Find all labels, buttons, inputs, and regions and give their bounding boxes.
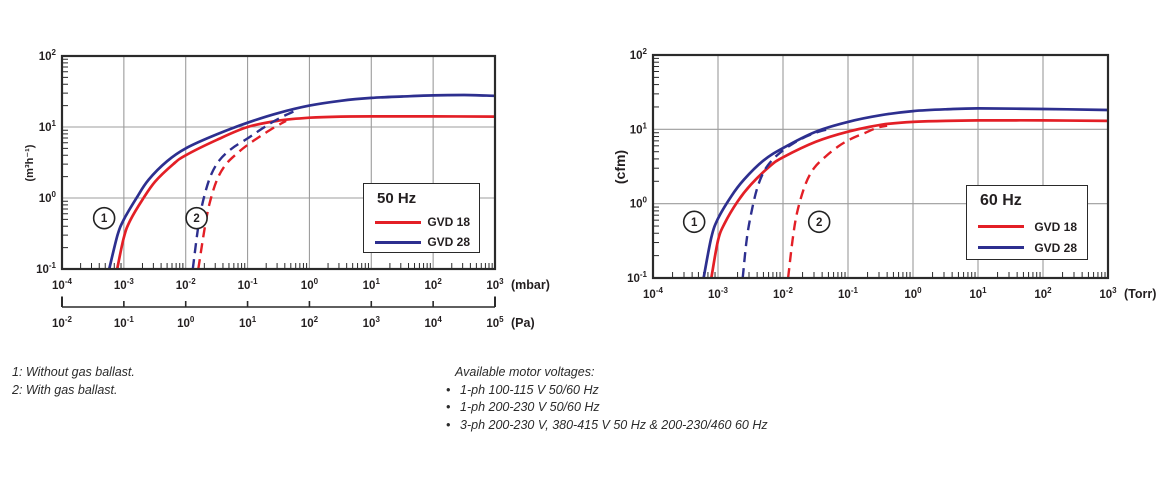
motor-voltages-note: Available motor voltages: • 1-ph 100-115…: [446, 364, 768, 434]
y-tick-label: 100: [630, 196, 648, 211]
gvd18-line-swatch: [978, 225, 1024, 228]
footnote-without-gas-ballast: 1: Without gas ballast.: [12, 365, 135, 379]
x-tick-label: 100: [301, 277, 319, 292]
x-tick-label: 10-1: [838, 286, 858, 301]
pa-tick-label: 104: [425, 315, 443, 330]
annotation-number-1: 1: [101, 213, 108, 225]
annotation-number-2: 2: [193, 213, 199, 225]
x-tick-label: 10-1: [238, 277, 258, 292]
motor-voltage-text: 3-ph 200-230 V, 380-415 V 50 Hz & 200-23…: [460, 417, 768, 432]
gvd28-line-swatch: [375, 240, 421, 244]
legend-row-gvd28: GVD 28: [375, 232, 470, 252]
pa-tick-label: 102: [301, 315, 319, 330]
legend-label-gvd28: GVD 28: [427, 235, 470, 249]
annotation-circle-1: [92, 206, 116, 230]
motor-voltage-text: 1-ph 200-230 V 50/60 Hz: [460, 400, 600, 414]
legend-row-gvd18: GVD 18: [978, 216, 1077, 237]
x-tick-label: 10-2: [176, 277, 196, 292]
x-tick-label: 10-2: [773, 286, 793, 301]
motor-voltage-item: • 1-ph 200-230 V 50/60 Hz: [446, 399, 768, 417]
motor-voltage-item: • 1-ph 100-115 V 50/60 Hz: [446, 382, 768, 400]
plot-frame: [60, 54, 497, 271]
legend-label-gvd28: GVD 28: [1034, 240, 1077, 255]
y-tick-label: 10-1: [627, 270, 647, 285]
plot-curves: [107, 93, 495, 269]
legend-50hz: 50 Hz GVD 18 GVD 28: [363, 183, 480, 253]
y-axis-title-60hz: (cfm): [612, 149, 628, 185]
plot-frame: [651, 53, 1110, 280]
legend-title: 60 Hz: [980, 192, 1022, 209]
x-tick-label: 103: [486, 277, 504, 292]
y-tick-label: 100: [39, 190, 57, 205]
bullet-icon: •: [446, 417, 451, 432]
pa-tick-label: 101: [239, 315, 257, 330]
x-tick-label: 10-4: [643, 286, 663, 301]
curve-gvd-28-with-gas-ballast: [741, 128, 827, 278]
y-tick-label: 101: [39, 119, 57, 134]
annotation-circle-1: [682, 210, 706, 234]
annotation-number-1: 1: [691, 217, 698, 229]
pa-axis-unit: (Pa): [511, 316, 535, 330]
y-tick-label: 101: [630, 121, 648, 136]
y-tick-label: 10-1: [36, 261, 56, 276]
plot-curves: [702, 107, 1108, 278]
x-tick-label: 102: [1034, 286, 1052, 301]
bullet-icon: •: [446, 382, 451, 397]
curve-gvd-18: [709, 118, 1108, 278]
x-tick-label: 101: [363, 277, 381, 292]
x-tick-label: 10-3: [708, 286, 728, 301]
gvd28-line-swatch: [978, 246, 1024, 249]
curve-gvd-18: [115, 115, 495, 269]
y-tick-label: 102: [630, 47, 648, 62]
chart-50hz: 10-4 10-3 10-2 10-1 100 101 102 103 102 101 100 10-…: [36, 48, 550, 330]
x-tick-label: 10-3: [114, 277, 134, 292]
legend-title: 50 Hz: [377, 190, 417, 207]
legend-row-gvd28: GVD 28: [978, 237, 1077, 258]
legend-row-gvd18: GVD 18: [375, 212, 470, 232]
motor-voltages-title: Available motor voltages:: [455, 365, 595, 379]
curve-gvd-18-with-gas-ballast: [786, 124, 888, 278]
footnote-with-gas-ballast: 2: With gas ballast.: [12, 382, 118, 397]
annotation-circle-2: [185, 206, 208, 230]
motor-voltage-item: • 3-ph 200-230 V, 380-415 V 50 Hz & 200-…: [446, 417, 768, 435]
legend-label-gvd18: GVD 18: [1034, 219, 1077, 234]
legend-60hz: 60 Hz GVD 18 GVD 28: [966, 185, 1088, 260]
pa-tick-label: 10-1: [114, 315, 134, 330]
x-tick-label: 100: [904, 286, 922, 301]
pa-tick-label: 103: [363, 315, 381, 330]
x-tick-label: 101: [969, 286, 987, 301]
legend-rows: GVD 18 GVD 28: [375, 212, 470, 252]
x-tick-label: 10-4: [52, 277, 72, 292]
curve-gvd-28: [107, 93, 495, 269]
x-axis-unit: (Torr): [1124, 287, 1156, 301]
y-tick-label: 102: [39, 48, 57, 63]
pa-tick-label: 100: [177, 315, 195, 330]
legend-label-gvd18: GVD 18: [427, 215, 470, 229]
y-axis-title-50hz: (m³h⁻¹): [24, 144, 36, 182]
chart-60hz: 10-4 10-3 10-2 10-1 100 101 102 103 102 101 100 10-…: [627, 47, 1156, 301]
bullet-icon: •: [446, 400, 451, 414]
gas-ballast-footnotes: 1: Without gas ballast. 2: With gas ball…: [12, 364, 135, 399]
annotation-number-2: 2: [816, 217, 822, 229]
curve-gvd-18-with-gas-ballast: [197, 119, 287, 269]
pa-tick-label: 105: [486, 315, 504, 330]
x-tick-label: 103: [1099, 286, 1117, 301]
annotation-circle-2: [807, 210, 831, 234]
motor-voltage-text: 1-ph 100-115 V 50/60 Hz: [460, 382, 599, 397]
x-axis-unit: (mbar): [511, 278, 550, 292]
pa-tick-label: 10-2: [52, 315, 72, 330]
gvd18-line-swatch: [375, 220, 421, 224]
legend-rows: GVD 18 GVD 28: [978, 216, 1077, 258]
curve-gvd-28: [702, 107, 1108, 278]
x-tick-label: 102: [425, 277, 443, 292]
curve-gvd-28-with-gas-ballast: [191, 109, 296, 269]
